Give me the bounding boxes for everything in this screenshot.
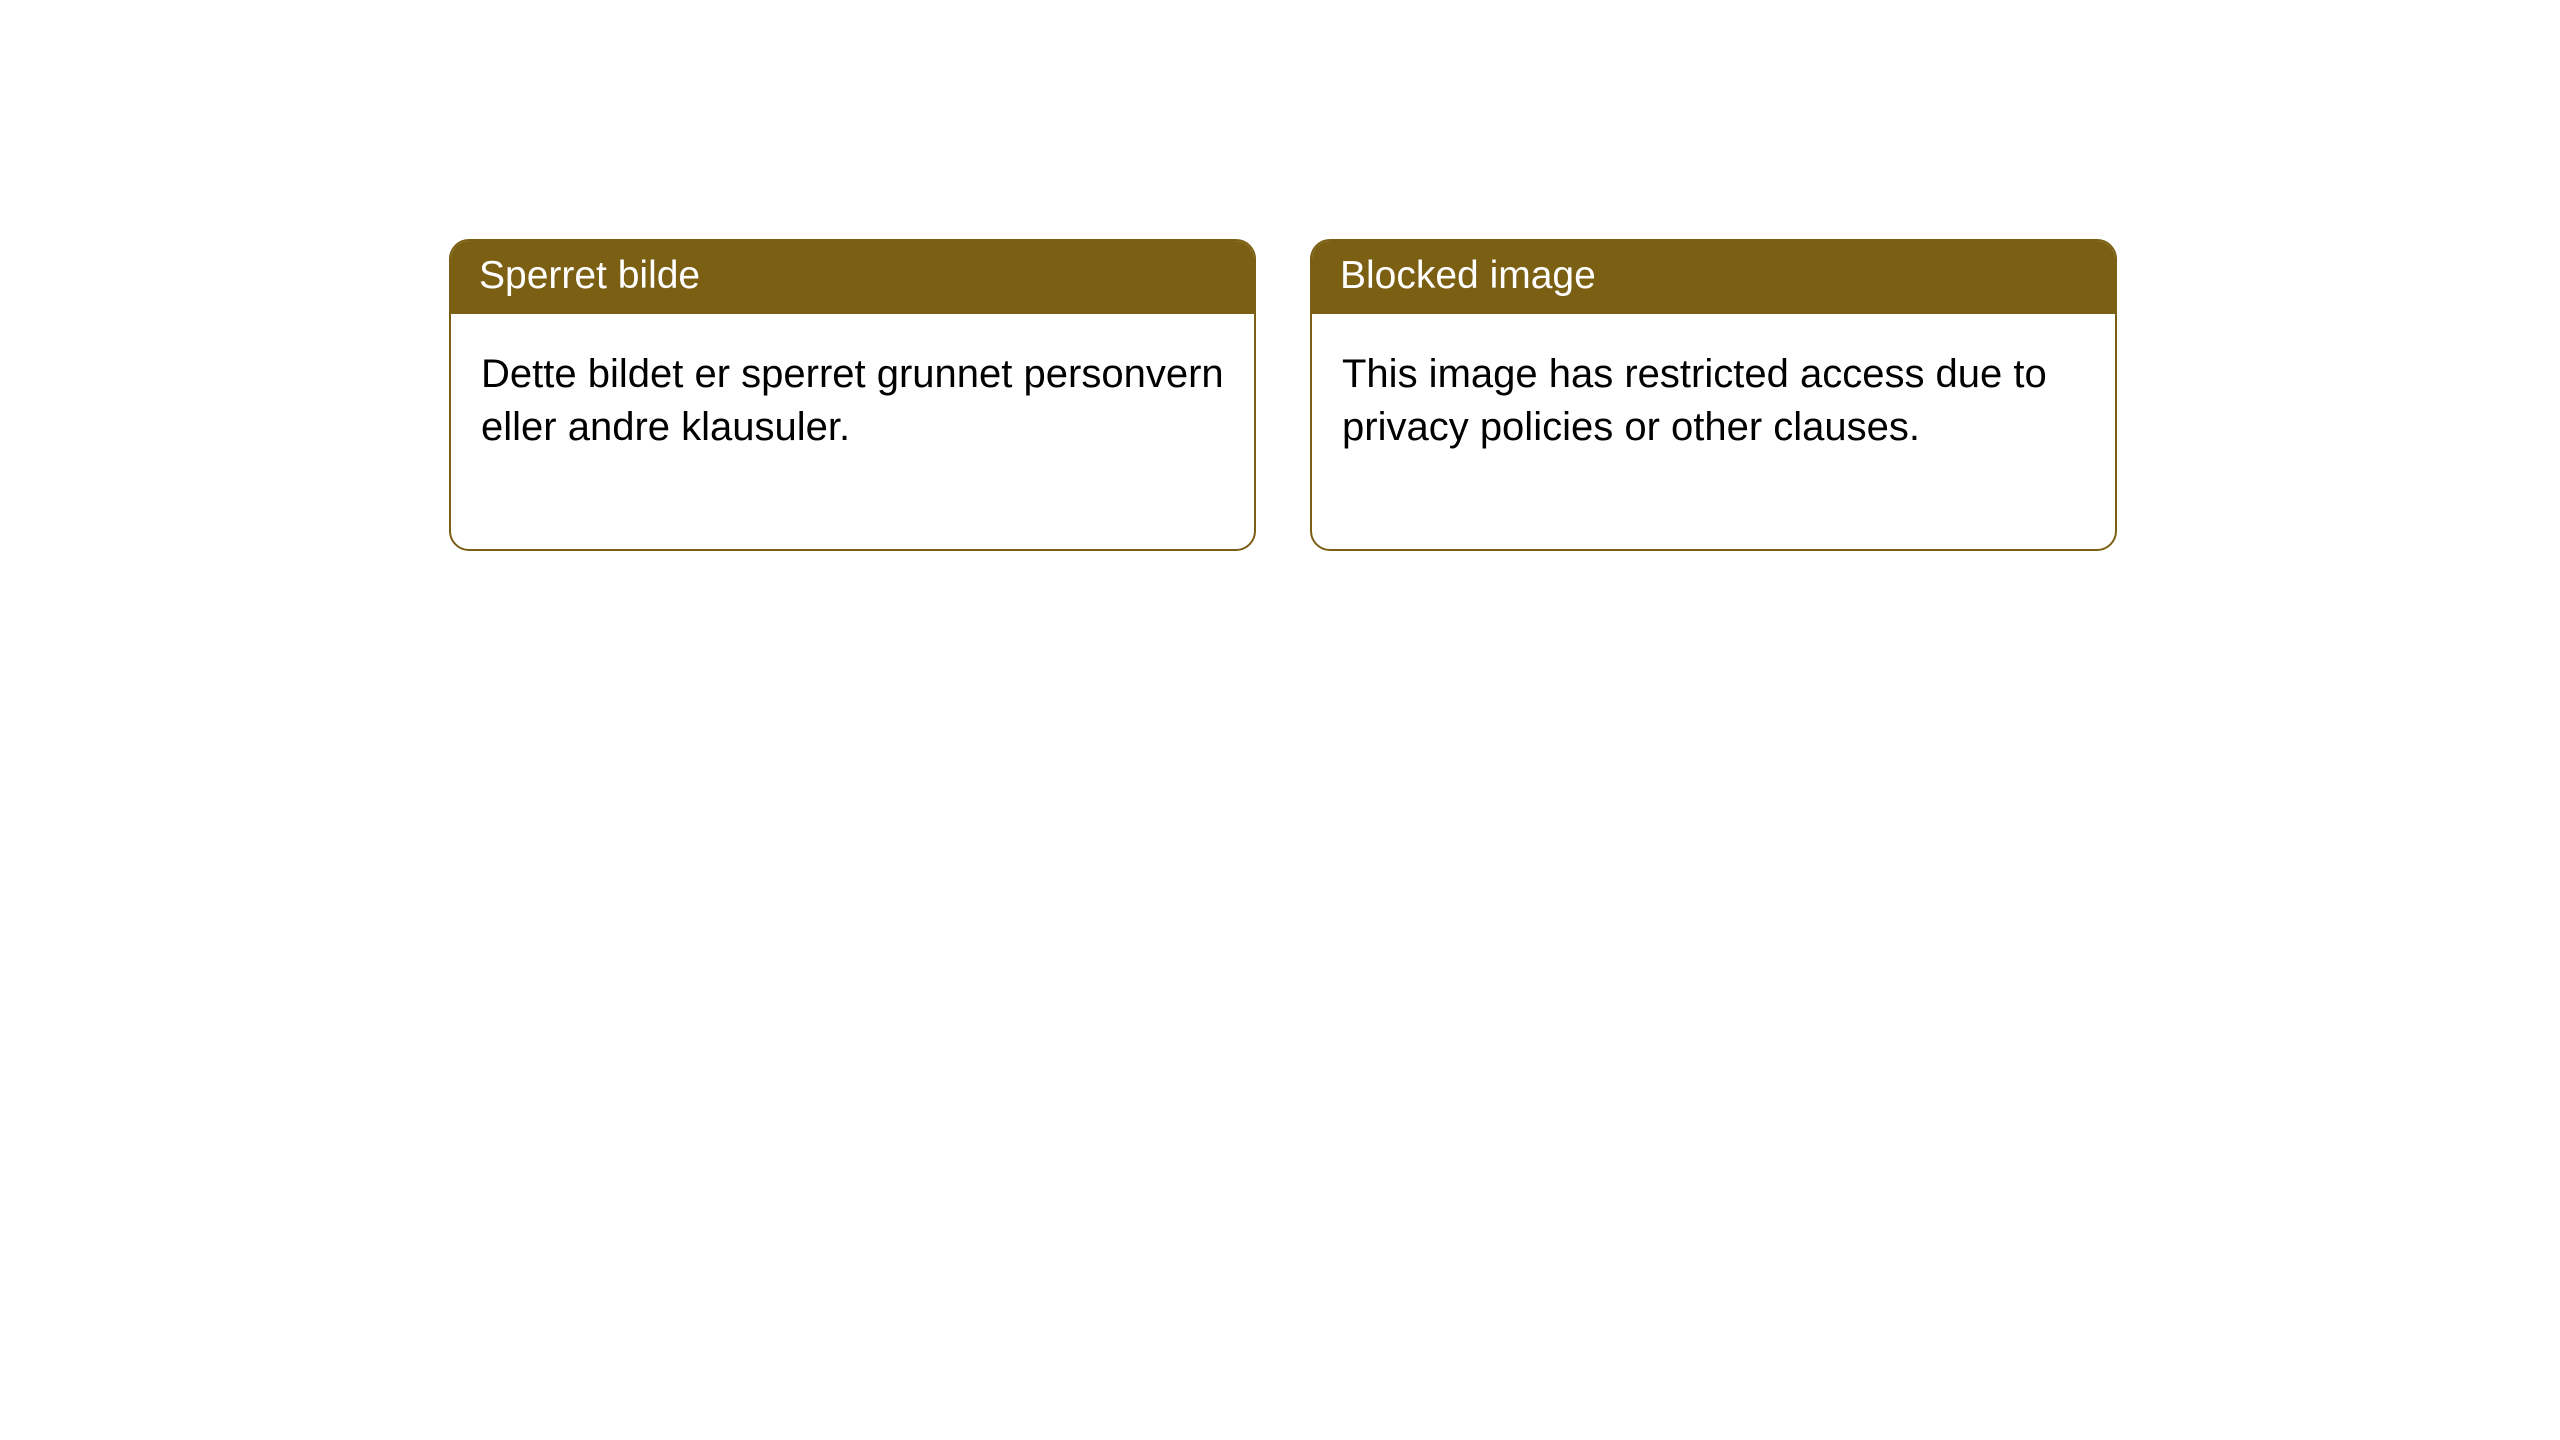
notice-card-norwegian: Sperret bilde Dette bildet er sperret gr… — [449, 239, 1256, 551]
notice-title: Sperret bilde — [451, 241, 1254, 314]
notice-card-english: Blocked image This image has restricted … — [1310, 239, 2117, 551]
notice-body-text: Dette bildet er sperret grunnet personve… — [451, 314, 1254, 550]
notice-body-text: This image has restricted access due to … — [1312, 314, 2115, 550]
notice-container: Sperret bilde Dette bildet er sperret gr… — [0, 0, 2560, 551]
notice-title: Blocked image — [1312, 241, 2115, 314]
